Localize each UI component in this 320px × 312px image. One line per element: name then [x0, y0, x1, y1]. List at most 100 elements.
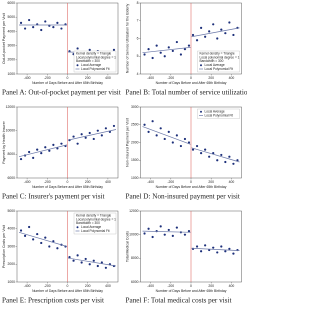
data-point	[167, 228, 170, 232]
y-tick-label: 12000	[6, 105, 16, 109]
data-point	[56, 247, 59, 250]
x-tick-label: -400	[24, 76, 31, 80]
data-point	[228, 155, 231, 158]
data-point	[195, 245, 199, 248]
legend-label: Local Average	[81, 63, 101, 67]
y-tick-label: 5000	[7, 209, 15, 213]
fit-line	[142, 230, 240, 251]
legend-note: Kernel density = Triangle	[200, 52, 235, 56]
data-point	[171, 141, 174, 144]
data-point	[32, 26, 35, 29]
y-tick-label: 10000	[6, 129, 16, 133]
data-point	[224, 250, 227, 253]
y-tick-label: 6000	[7, 1, 15, 5]
x-tick-label: -400	[147, 180, 154, 184]
legend-box	[73, 212, 117, 235]
x-tick-label: 200	[208, 76, 214, 80]
data-point	[28, 225, 31, 229]
x-tick-label: -200	[167, 284, 174, 288]
legend-note: Bandwidth = 300	[76, 221, 100, 225]
data-point	[40, 28, 43, 32]
y-axis-label: Number of Service Utilization for the El…	[125, 4, 129, 74]
x-tick-label: -200	[44, 180, 51, 184]
data-point	[23, 27, 27, 30]
panel: 6000 8000 10000 12000 -400 -200 0 200 400Number …	[2, 105, 119, 201]
data-point	[84, 136, 87, 139]
data-point	[84, 257, 87, 261]
data-point	[36, 232, 39, 236]
y-tick-label: 2000	[131, 140, 139, 144]
x-tick-label: -400	[147, 76, 154, 80]
y-tick-label: 3000	[7, 244, 15, 248]
x-tick-label: 200	[208, 180, 214, 184]
data-point	[187, 141, 191, 144]
data-point	[191, 148, 195, 151]
x-tick-label: -400	[24, 180, 31, 184]
data-point	[147, 130, 150, 133]
legend-box	[73, 50, 117, 73]
data-point	[76, 142, 79, 145]
x-tick-label: 400	[105, 284, 111, 288]
data-point	[171, 49, 174, 53]
x-axis-label: Number of Days Before and After 65th Bir…	[156, 81, 227, 85]
x-tick-label: 0	[67, 76, 69, 80]
data-point	[48, 149, 51, 152]
data-point	[216, 251, 219, 254]
legend-label: Local Polynomial Fit	[81, 229, 110, 233]
x-tick-label: -200	[44, 284, 51, 288]
data-point	[143, 123, 146, 126]
data-point	[104, 266, 107, 269]
panel: 1000 2000 3000 4000 5000 6000 -400 -200 0 200 400N…	[2, 1, 121, 97]
data-point	[171, 234, 174, 237]
data-point	[175, 40, 178, 44]
x-tick-label: 0	[190, 76, 192, 80]
panel-caption: Panel E: Prescription costs per visit	[2, 297, 104, 305]
data-point	[52, 143, 55, 146]
fit-line	[18, 129, 117, 158]
fit-line	[18, 231, 117, 267]
fit-line	[142, 27, 240, 54]
data-point	[92, 137, 95, 141]
y-axis-label: Non-insured Payment per Visit	[125, 118, 129, 167]
data-point	[212, 23, 215, 26]
data-point	[155, 44, 158, 47]
x-axis-label: Number of Days Before and After 65th Bir…	[32, 185, 103, 189]
legend-box	[197, 50, 240, 73]
data-point	[204, 244, 207, 247]
data-point	[224, 32, 227, 35]
legend-box	[197, 108, 240, 119]
data-point	[104, 127, 107, 130]
data-point	[163, 137, 166, 141]
data-point	[100, 134, 103, 137]
data-point	[175, 226, 178, 229]
data-point	[232, 162, 235, 165]
x-tick-label: -200	[167, 180, 174, 184]
x-tick-label: 400	[105, 180, 111, 184]
legend-label: Local Polynomial Fit	[205, 67, 234, 71]
legend-note: Bandwidth = 300	[76, 59, 100, 63]
data-point	[88, 263, 91, 266]
legend-label: Local Polynomial Fit	[205, 113, 234, 117]
data-point	[220, 28, 223, 31]
y-tick-label: 8	[137, 1, 139, 5]
y-tick-label: 1500	[131, 158, 139, 162]
legend-label: Local Polynomial Fit	[81, 67, 110, 71]
y-tick-label: 2000	[7, 262, 15, 266]
data-point	[96, 129, 99, 132]
y-tick-label: 5000	[7, 15, 15, 19]
data-point	[112, 124, 116, 128]
data-point	[28, 18, 31, 22]
data-point	[232, 252, 235, 255]
data-point	[208, 155, 211, 158]
panel-caption: Panel B: Total number of service utiliza…	[126, 89, 248, 97]
data-point	[175, 134, 178, 137]
x-tick-label: 0	[67, 180, 69, 184]
panel: 1000 2000 3000 4000 5000 -400 -200 0 200 400Numbe…	[2, 209, 119, 305]
data-point	[40, 241, 43, 245]
y-tick-label: 2000	[7, 58, 15, 62]
data-point	[151, 56, 154, 60]
data-point	[72, 135, 75, 138]
data-point	[155, 134, 158, 137]
data-point	[147, 48, 150, 51]
data-point	[96, 264, 99, 268]
